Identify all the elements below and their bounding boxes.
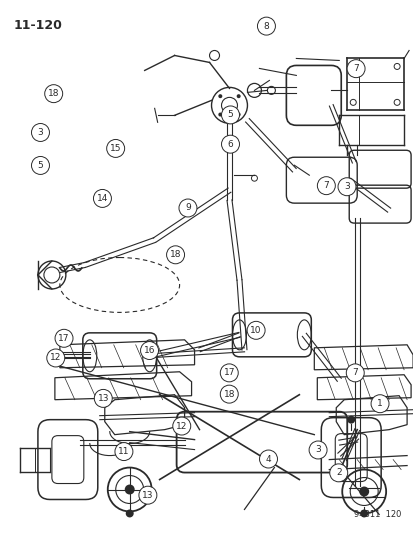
Circle shape (124, 484, 134, 495)
Circle shape (257, 17, 275, 35)
Circle shape (166, 246, 184, 264)
Text: 6: 6 (227, 140, 233, 149)
Circle shape (178, 199, 197, 217)
Text: 4: 4 (265, 455, 271, 464)
Circle shape (140, 342, 158, 360)
Text: 3: 3 (314, 446, 320, 455)
Circle shape (236, 112, 240, 117)
Circle shape (358, 487, 368, 497)
Circle shape (259, 450, 277, 468)
Text: 8: 8 (263, 22, 269, 30)
Text: 3: 3 (343, 182, 349, 191)
Circle shape (94, 390, 112, 407)
Circle shape (346, 60, 364, 78)
Circle shape (172, 417, 190, 435)
Text: 3: 3 (38, 128, 43, 137)
Text: 5: 5 (38, 161, 43, 170)
Circle shape (55, 329, 73, 348)
Text: 7: 7 (352, 64, 358, 73)
Text: 10: 10 (250, 326, 261, 335)
Text: 16: 16 (143, 346, 155, 355)
Circle shape (236, 94, 240, 98)
Circle shape (345, 364, 363, 382)
Text: 12: 12 (50, 353, 61, 362)
Circle shape (220, 364, 237, 382)
Circle shape (218, 94, 222, 98)
Circle shape (309, 441, 326, 459)
Circle shape (329, 464, 347, 482)
Text: 18: 18 (48, 89, 59, 98)
Circle shape (31, 157, 49, 174)
Circle shape (359, 510, 367, 518)
Text: 7: 7 (323, 181, 328, 190)
Text: 14: 14 (97, 194, 108, 203)
Text: 13: 13 (97, 394, 109, 403)
Circle shape (221, 135, 239, 153)
Circle shape (370, 395, 388, 413)
Text: 1: 1 (376, 399, 382, 408)
Circle shape (31, 124, 49, 141)
Text: 7: 7 (351, 368, 357, 377)
Text: 18: 18 (223, 390, 235, 399)
Circle shape (220, 385, 237, 403)
Circle shape (115, 442, 133, 461)
Circle shape (126, 510, 133, 518)
Text: 12: 12 (176, 422, 187, 431)
Text: 17: 17 (223, 368, 235, 377)
Text: 13: 13 (142, 491, 153, 499)
Circle shape (45, 85, 62, 103)
Circle shape (221, 106, 239, 124)
Circle shape (337, 177, 355, 196)
Text: 94311  120: 94311 120 (354, 510, 401, 519)
Text: 11-120: 11-120 (14, 19, 63, 31)
Text: 9: 9 (185, 204, 190, 213)
Text: 11: 11 (118, 447, 129, 456)
Circle shape (347, 416, 354, 424)
Circle shape (107, 140, 124, 157)
Circle shape (317, 176, 335, 195)
Circle shape (93, 189, 111, 207)
Text: 5: 5 (227, 110, 233, 119)
Circle shape (218, 112, 222, 117)
Circle shape (47, 349, 64, 367)
Text: 18: 18 (169, 251, 181, 259)
Text: 17: 17 (58, 334, 70, 343)
Circle shape (139, 486, 157, 504)
Circle shape (247, 321, 264, 340)
Text: 15: 15 (109, 144, 121, 153)
Text: 2: 2 (335, 469, 341, 478)
